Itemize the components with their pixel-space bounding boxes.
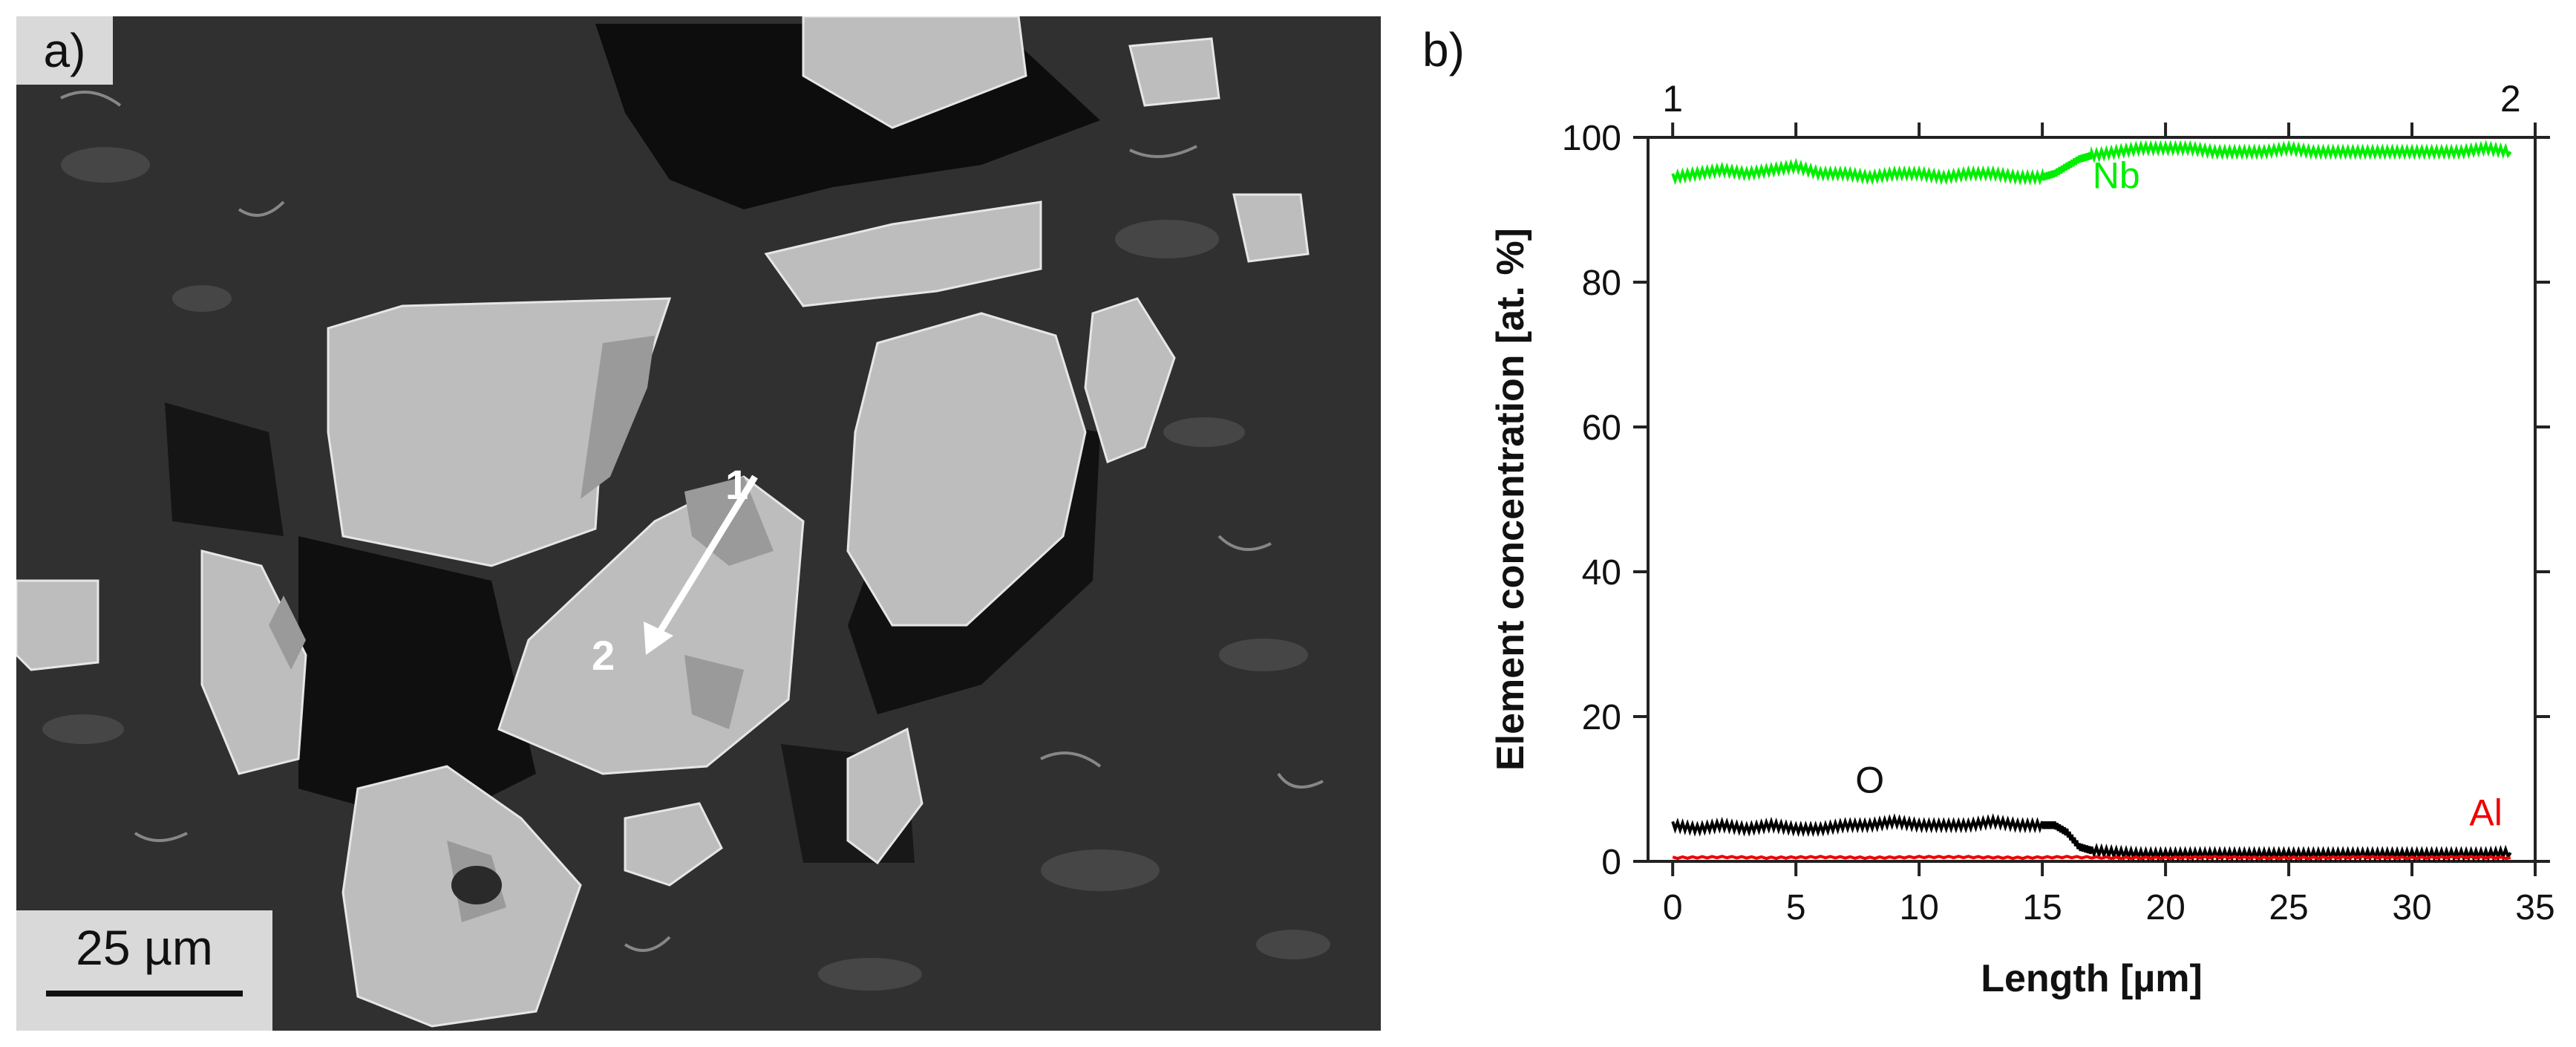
dark-pore-region [165, 402, 284, 536]
y-axis-label: Element concentration [at. %] [1489, 228, 1532, 771]
y-tick-label: 100 [1562, 119, 1621, 158]
x-tick-label: 35 [2515, 888, 2554, 927]
sem-micrograph: 1 2 [16, 16, 1381, 1031]
series-line-nb [1671, 140, 2512, 186]
x-tick-label: 10 [1899, 888, 1938, 927]
x-tick-label: 25 [2269, 888, 2308, 927]
series-annotation-nb: Nb [2093, 154, 2140, 196]
x-tick-label: 30 [2392, 888, 2431, 927]
y-tick-label: 40 [1582, 553, 1621, 593]
x-axis-label: Length [µm] [1981, 957, 2203, 1000]
oxide-inclusions [269, 336, 774, 922]
chart-canvas: 0 5 10 15 20 25 30 35 0 20 40 60 80 100 Length [µm] Ele… [1489, 78, 2555, 1000]
top-label-end: 2 [2500, 78, 2521, 120]
line-start-label: 1 [725, 461, 748, 508]
nb-particles [16, 16, 1310, 1028]
series-line-o [1671, 813, 2512, 863]
y-tick-label: 20 [1582, 698, 1621, 737]
scale-bar-label: 25 µm [76, 920, 213, 975]
y-tick-label: 80 [1582, 264, 1621, 303]
y-tick-label: 0 [1601, 843, 1621, 882]
matrix-bright-edges [60, 91, 1324, 952]
dark-pore-region [298, 536, 536, 826]
series-annotation-al: Al [2469, 792, 2502, 833]
plot-frame [1647, 136, 2537, 863]
line-end-label: 2 [592, 632, 615, 679]
x-tick-label: 20 [2145, 888, 2185, 927]
top-label-start: 1 [1662, 78, 1683, 120]
series-annotation-o: O [1855, 759, 1884, 800]
particle-pore [451, 866, 502, 904]
panel-a-label: a) [16, 16, 113, 85]
x-tick-label: 15 [2022, 888, 2062, 927]
micrograph-drawing: 1 2 [16, 16, 1381, 1031]
scale-bar-box [16, 910, 272, 1031]
series-line-al [1672, 855, 2511, 861]
line-scan-chart: 0 5 10 15 20 25 30 35 0 20 40 60 80 100 Length [µm] Ele… [1440, 0, 2576, 1047]
x-tick-label: 5 [1786, 888, 1806, 927]
line-scan-arrow [644, 474, 758, 655]
x-tick-label: 0 [1663, 888, 1683, 927]
y-tick-label: 60 [1582, 408, 1621, 448]
scale-bar-line [46, 991, 243, 997]
panel-b-label: b) [1422, 23, 1465, 76]
